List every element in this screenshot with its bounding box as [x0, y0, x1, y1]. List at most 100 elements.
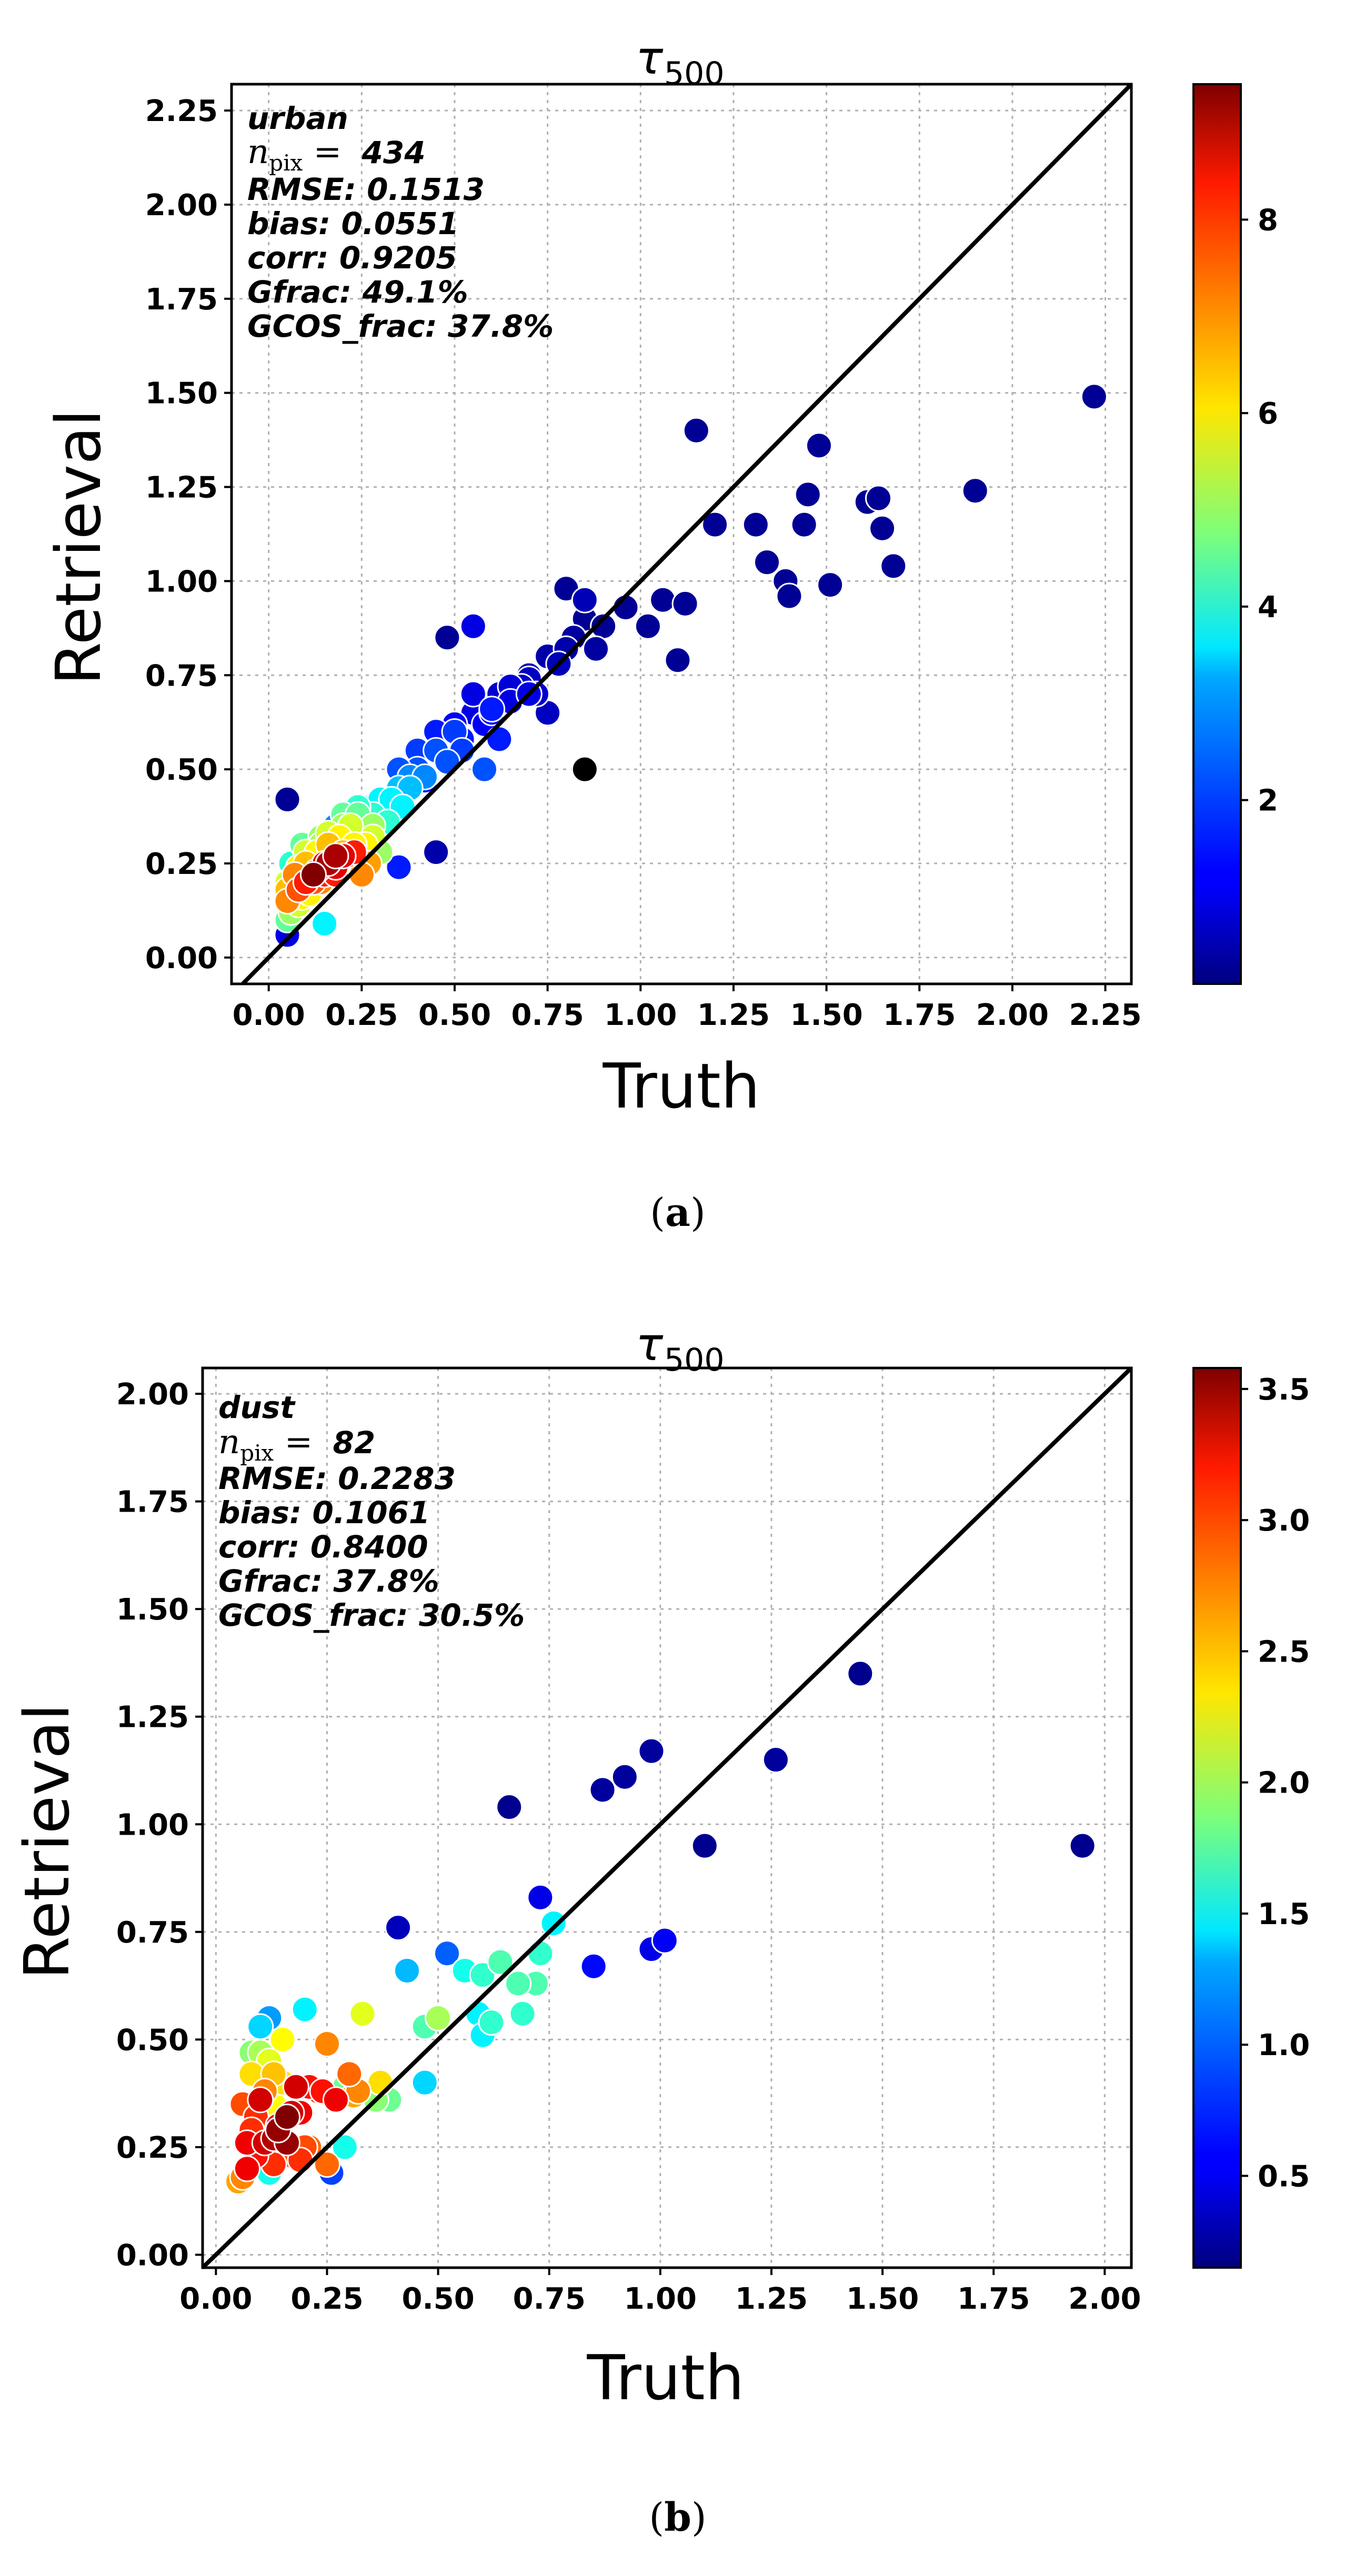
panel-b-colorbar-ticks: 0.5 1.0 1.5 2.0 2.5 3.0 3.5	[1241, 1373, 1310, 2194]
panel-a-npix-sub: pix	[269, 150, 303, 176]
scatter-point	[393, 1957, 420, 1984]
scatter-point	[671, 590, 699, 617]
scatter-point	[470, 756, 498, 783]
scatter-point	[571, 586, 598, 613]
scatter-point	[634, 612, 661, 640]
scatter-point	[313, 2151, 340, 2178]
scatter-point	[1069, 1832, 1096, 1859]
scatter-point	[299, 861, 327, 889]
panel-a-y-ticks: 0.00 0.25 0.50 0.75 1.00 1.25 1.50 1.75 2.00 2.25	[145, 94, 232, 975]
scatter-point	[425, 2004, 452, 2031]
x-tick-label: 1.50	[790, 998, 862, 1032]
scatter-point	[274, 786, 301, 813]
scatter-point	[322, 2086, 349, 2114]
panel-a-npix: npix = 434	[247, 133, 426, 176]
colorbar-tick-label: 4	[1258, 590, 1278, 625]
x-tick-label: 1.50	[846, 2282, 919, 2316]
colorbar-tick-label: 6	[1258, 397, 1278, 431]
panel-b-npix: npix = 82	[218, 1423, 375, 1466]
panel-b-npix-sub: pix	[240, 1440, 274, 1466]
panel-a-bias: bias: 0.0551	[247, 206, 459, 242]
panel-b-title-sub: 500	[664, 1342, 725, 1378]
y-tick-label: 1.75	[116, 1485, 189, 1520]
scatter-point	[580, 1953, 607, 1980]
x-tick-label: 0.25	[325, 998, 398, 1032]
panel-a: τ 500 0.00 0.25 0.50 0.75 1.00 1.25 1.50 1.75 2.…	[42, 32, 1278, 1235]
panel-a-gcos-frac: GCOS_frac: 37.8%	[247, 308, 554, 344]
scatter-point	[509, 2000, 536, 2027]
scatter-point	[776, 582, 803, 610]
scatter-point	[869, 515, 896, 542]
y-tick-label: 1.00	[116, 1808, 189, 1842]
y-tick-label: 0.25	[145, 847, 218, 881]
scatter-point	[582, 635, 609, 662]
panel-a-npix-value: 434	[362, 135, 426, 170]
y-tick-label: 2.25	[145, 94, 218, 128]
scatter-point	[291, 1996, 318, 2023]
scatter-point	[794, 481, 821, 508]
scatter-point	[638, 1737, 665, 1765]
colorbar-tick-label: 1.0	[1258, 2028, 1310, 2062]
scatter-point	[742, 511, 769, 538]
y-tick-label: 0.00	[116, 2238, 189, 2272]
colorbar-tick-label: 3.0	[1258, 1504, 1310, 1538]
panel-b-title: τ	[636, 1319, 664, 1371]
panel-b-npix-value: 82	[333, 1425, 376, 1461]
y-tick-label: 1.00	[145, 565, 218, 599]
x-tick-label: 1.25	[735, 2282, 808, 2316]
x-tick-label: 2.00	[1068, 2282, 1141, 2316]
panel-b: τ 500 0.00 0.25 0.50 0.75 1.00 1.25 1.50 1.75 2.…	[11, 1319, 1310, 2540]
panel-a-colorbar	[1192, 83, 1242, 985]
panel-a-x-label: Truth	[602, 1050, 760, 1122]
y-tick-label: 0.75	[116, 1916, 189, 1950]
panel-a-caption-letter: a	[665, 1190, 690, 1235]
panel-b-y-ticks: 0.00 0.25 0.50 0.75 1.00 1.25 1.50 1.75 2.00	[116, 1377, 203, 2272]
panel-a-title-sub: 500	[664, 55, 725, 92]
scatter-point	[269, 2026, 296, 2053]
scatter-point	[651, 1927, 678, 1954]
scatter-point	[233, 2155, 260, 2182]
panel-a-rmse: RMSE: 0.1513	[247, 172, 485, 207]
scatter-point	[540, 1909, 567, 1937]
x-tick-label: 0.00	[233, 998, 305, 1032]
x-tick-label: 2.25	[1069, 998, 1141, 1032]
scatter-point	[691, 1832, 718, 1859]
y-tick-label: 1.25	[116, 1700, 189, 1735]
scatter-point	[505, 1970, 532, 1997]
x-tick-label: 1.75	[883, 998, 956, 1032]
panel-a-npix-label: n	[247, 133, 269, 172]
scatter-point	[880, 552, 907, 580]
scatter-point	[1080, 383, 1108, 410]
scatter-point	[336, 2060, 363, 2088]
panel-a-category: urban	[247, 100, 348, 136]
x-tick-label: 0.50	[402, 2282, 474, 2316]
scatter-point	[423, 839, 450, 866]
colorbar-tick-label: 3.5	[1258, 1373, 1310, 1407]
scatter-point	[411, 2069, 438, 2096]
scatter-point	[385, 853, 413, 881]
y-tick-label: 0.25	[116, 2131, 189, 2165]
scatter-point	[313, 2030, 340, 2058]
scatter-point	[459, 680, 487, 708]
x-tick-label: 1.25	[697, 998, 770, 1032]
panel-b-bias: bias: 0.1061	[218, 1495, 430, 1531]
y-tick-label: 0.75	[145, 659, 218, 693]
panel-b-caption-open: (	[649, 2495, 664, 2540]
x-tick-label: 1.00	[624, 2282, 697, 2316]
panel-a-colorbar-ticks: 2 4 6 8	[1241, 203, 1278, 818]
panel-b-plot-frame	[201, 1366, 1133, 2269]
x-tick-label: 0.50	[418, 998, 491, 1032]
panel-b-grid	[203, 1368, 1131, 2268]
panel-a-x-ticks: 0.00 0.25 0.50 0.75 1.00 1.25 1.50 1.75 2.00 2.25	[233, 984, 1142, 1032]
panel-a-plot-frame	[230, 83, 1133, 985]
panel-b-gfrac: Gfrac: 37.8%	[218, 1563, 439, 1599]
x-tick-label: 0.75	[513, 2282, 586, 2316]
colorbar-tick-label: 1.5	[1258, 1897, 1310, 1931]
scatter-point	[589, 1776, 616, 1804]
panel-a-annotation: urban npix = 434 RMSE: 0.1513 bias: 0.05…	[247, 100, 554, 344]
scatter-point	[961, 477, 989, 505]
panel-b-npix-label: n	[218, 1423, 240, 1462]
panel-b-rmse: RMSE: 0.2283	[218, 1461, 456, 1496]
panel-b-x-label: Truth	[586, 2341, 744, 2414]
